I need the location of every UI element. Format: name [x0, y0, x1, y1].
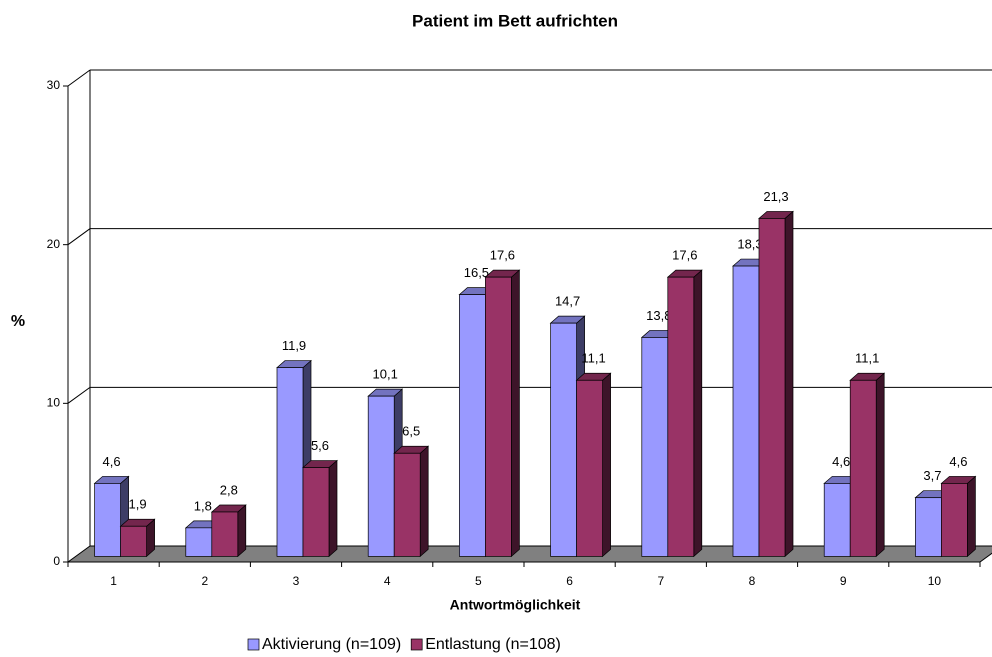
x-tick-label: 3 [293, 574, 300, 588]
bar [119, 518, 156, 558]
bar-side [875, 372, 885, 558]
x-tick-label: 7 [657, 574, 664, 588]
y-axis-label: % [11, 313, 25, 330]
value-label: 4,6 [103, 454, 121, 469]
bar [940, 475, 977, 558]
value-label: 6,5 [402, 424, 420, 439]
x-tick-label: 4 [384, 574, 391, 588]
bar-front [276, 367, 304, 557]
x-tick-label: 2 [201, 574, 208, 588]
legend-label: Aktivierung (n=109) [262, 636, 401, 653]
value-label: 11,9 [282, 338, 306, 353]
value-label: 4,6 [832, 454, 850, 469]
y-tick-label: 0 [53, 554, 60, 568]
value-label: 1,8 [194, 498, 212, 513]
bar-front [120, 525, 147, 557]
bar-side [967, 475, 976, 558]
bar-front [823, 483, 851, 557]
bar-front [550, 322, 577, 557]
bar-front [185, 527, 213, 557]
bar-front [732, 265, 760, 557]
value-label: 1,9 [129, 497, 147, 512]
y-tick-label: 20 [47, 237, 61, 251]
bar-side [693, 269, 703, 558]
bar [849, 372, 886, 558]
bar-front [576, 379, 603, 557]
value-label: 11,1 [581, 351, 605, 366]
bar-front [485, 276, 512, 557]
value-label: 21,3 [763, 189, 788, 204]
legend-label: Entlastung (n=108) [425, 636, 561, 653]
bar [302, 459, 338, 558]
bar [93, 475, 130, 558]
x-tick-label: 1 [110, 574, 117, 588]
grid-line [67, 228, 992, 246]
legend-swatch [410, 638, 423, 651]
bar-side [419, 445, 429, 558]
value-label: 5,6 [311, 438, 329, 453]
bar-front [641, 337, 669, 557]
bar-front [94, 483, 121, 557]
bar-front [849, 379, 877, 557]
value-label: 3,7 [923, 468, 941, 483]
bar [210, 504, 247, 558]
y-tick-label: 30 [47, 78, 61, 92]
x-tick-label: 5 [475, 574, 482, 588]
bar-front [459, 294, 486, 557]
chart-title: Patient im Bett aufrichten [412, 11, 618, 30]
y-tick-label: 10 [47, 396, 61, 410]
bar [393, 445, 430, 558]
value-label: 17,6 [672, 248, 697, 263]
bar-front [915, 497, 942, 557]
x-axis-label: Antwortmöglichkeit [450, 597, 581, 613]
value-label: 14,7 [555, 294, 580, 309]
bar-side [511, 269, 520, 558]
bar-side [237, 504, 247, 558]
x-tick-label: 8 [749, 574, 756, 588]
bar-front [758, 218, 786, 557]
bar-side [602, 372, 611, 558]
bar-side [784, 210, 794, 558]
bar-front [393, 452, 421, 557]
side-wall-top [67, 69, 91, 87]
value-label: 11,1 [855, 351, 879, 366]
bar [666, 269, 703, 558]
value-label: 2,8 [220, 482, 238, 497]
bar-front [367, 395, 395, 557]
value-label: 10,1 [373, 367, 398, 382]
x-tick-label: 10 [928, 574, 942, 588]
bar-front [211, 511, 239, 557]
x-tick-label: 6 [566, 574, 573, 588]
value-label: 16,5 [464, 265, 489, 280]
x-tick-label: 9 [840, 574, 847, 588]
bar-front [941, 483, 968, 557]
value-label: 17,6 [490, 248, 515, 263]
bar-front [302, 467, 330, 557]
bar-front [667, 276, 695, 557]
bar [758, 210, 794, 558]
bar [484, 269, 521, 558]
bar-side [328, 459, 338, 558]
value-label: 18,3 [737, 236, 762, 251]
bar [575, 372, 612, 558]
value-label: 4,6 [949, 454, 967, 469]
value-label: 13,8 [646, 308, 671, 323]
legend-swatch [247, 638, 260, 651]
